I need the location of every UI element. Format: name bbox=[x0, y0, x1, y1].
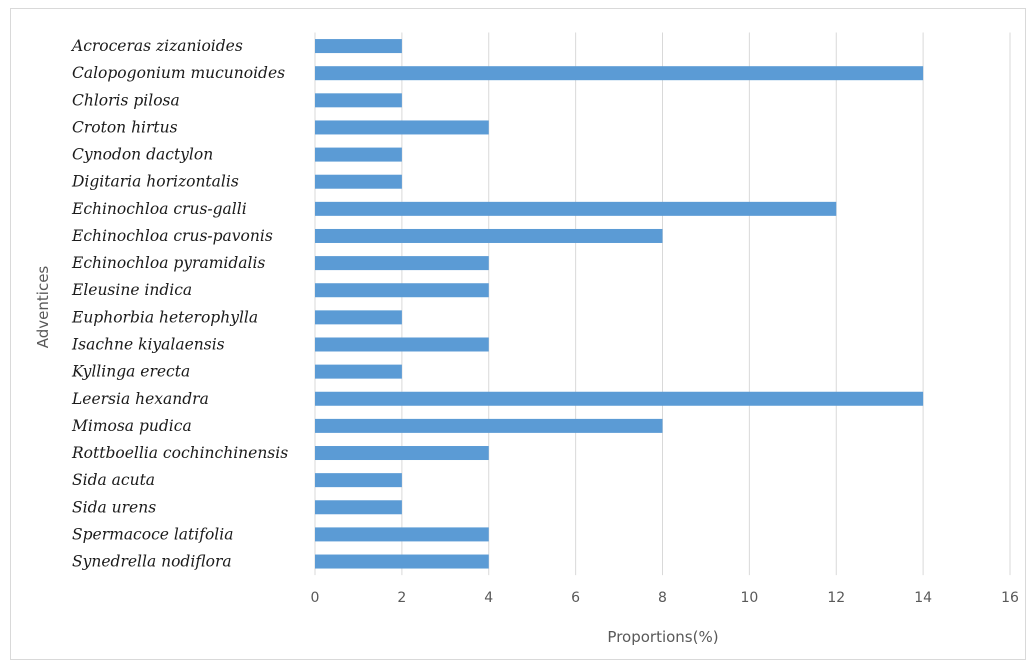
bars bbox=[315, 39, 924, 569]
bar bbox=[315, 473, 402, 488]
bar bbox=[315, 93, 402, 108]
bar bbox=[315, 147, 402, 162]
bar bbox=[315, 337, 489, 352]
category-label: Croton hirtus bbox=[72, 118, 178, 136]
category-label: Eleusine indica bbox=[71, 281, 192, 299]
category-labels: Acroceras zizanioides Calopogonium mucuno… bbox=[70, 37, 288, 570]
x-tick-label: 8 bbox=[658, 590, 667, 606]
category-label: Echinochloa crus-pavonis bbox=[71, 227, 273, 245]
category-label: Euphorbia heterophylla bbox=[71, 308, 258, 326]
category-label: Rottboellia cochinchinensis bbox=[71, 444, 288, 462]
category-label: Mimosa pudica bbox=[71, 417, 192, 435]
category-label: Cynodon dactylon bbox=[72, 146, 213, 164]
bar bbox=[315, 418, 663, 433]
category-label: Synedrella nodiflora bbox=[72, 553, 232, 571]
gridlines bbox=[314, 32, 1011, 576]
category-label: Acroceras zizanioides bbox=[70, 37, 243, 55]
chart-frame: Acroceras zizanioides Calopogonium mucuno… bbox=[10, 8, 1026, 660]
x-tick-label: 12 bbox=[827, 590, 845, 606]
x-tick-label: 0 bbox=[311, 590, 320, 606]
bar bbox=[315, 446, 489, 461]
bar bbox=[315, 39, 402, 54]
category-label: Leersia hexandra bbox=[71, 390, 209, 408]
y-axis-title: Adventices bbox=[34, 266, 52, 349]
bar bbox=[315, 201, 837, 216]
bar bbox=[315, 391, 924, 406]
category-label: Digitaria horizontalis bbox=[71, 173, 239, 191]
category-label: Calopogonium mucunoides bbox=[72, 64, 285, 82]
category-label: Echinochloa pyramidalis bbox=[71, 254, 265, 272]
bar bbox=[315, 66, 924, 81]
category-label: Sida urens bbox=[72, 498, 156, 516]
category-label: Spermacoce latifolia bbox=[72, 525, 233, 543]
category-label: Kyllinga erecta bbox=[71, 363, 190, 381]
x-tick-label: 2 bbox=[397, 590, 406, 606]
x-axis-title: Proportions(%) bbox=[607, 628, 718, 646]
bar bbox=[315, 120, 489, 135]
category-label: Isachne kiyalaensis bbox=[71, 335, 225, 353]
bar bbox=[315, 364, 402, 379]
bar bbox=[315, 554, 489, 569]
category-label: Chloris pilosa bbox=[72, 91, 180, 109]
bar bbox=[315, 500, 402, 515]
bar bbox=[315, 310, 402, 325]
x-tick-label: 4 bbox=[484, 590, 493, 606]
x-tick-label: 14 bbox=[914, 590, 932, 606]
bar bbox=[315, 527, 489, 542]
category-label: Sida acuta bbox=[72, 471, 155, 489]
bar-chart: Acroceras zizanioides Calopogonium mucuno… bbox=[34, 32, 1019, 646]
x-tick-label: 16 bbox=[1001, 590, 1019, 606]
x-tick-label: 6 bbox=[571, 590, 580, 606]
bar bbox=[315, 228, 663, 243]
bar bbox=[315, 256, 489, 271]
x-tick-label: 10 bbox=[740, 590, 758, 606]
bar bbox=[315, 283, 489, 298]
bar bbox=[315, 174, 402, 189]
x-tick-labels: 0 2 4 6 8 10 12 14 16 bbox=[311, 590, 1019, 606]
category-label: Echinochloa crus-galli bbox=[71, 200, 247, 218]
